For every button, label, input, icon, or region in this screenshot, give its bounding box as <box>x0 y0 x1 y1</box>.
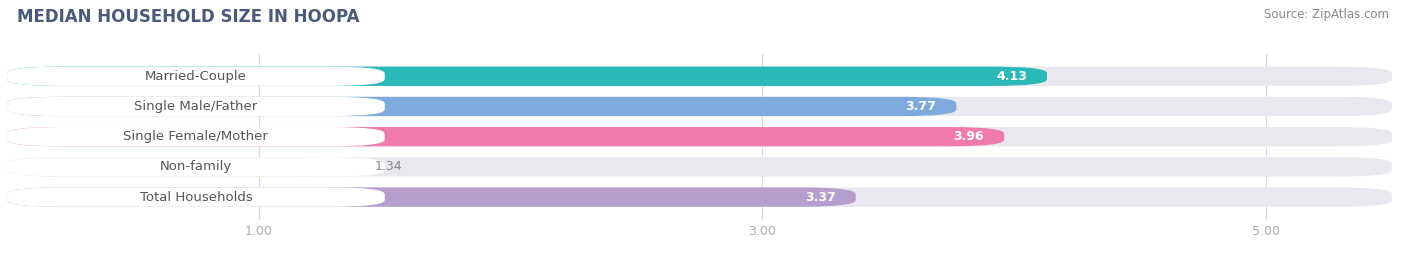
Text: Total Households: Total Households <box>139 191 252 204</box>
FancyBboxPatch shape <box>7 66 1392 86</box>
Text: 3.37: 3.37 <box>804 191 835 204</box>
FancyBboxPatch shape <box>7 157 1392 177</box>
Text: 3.77: 3.77 <box>905 100 936 113</box>
FancyBboxPatch shape <box>7 97 1392 116</box>
FancyBboxPatch shape <box>7 187 856 207</box>
Text: 3.96: 3.96 <box>953 130 984 143</box>
FancyBboxPatch shape <box>7 97 956 116</box>
FancyBboxPatch shape <box>7 187 385 207</box>
Text: Source: ZipAtlas.com: Source: ZipAtlas.com <box>1264 8 1389 21</box>
FancyBboxPatch shape <box>7 97 385 116</box>
Text: Single Male/Father: Single Male/Father <box>134 100 257 113</box>
Text: 4.13: 4.13 <box>995 70 1026 83</box>
FancyBboxPatch shape <box>7 66 385 86</box>
Text: Single Female/Mother: Single Female/Mother <box>124 130 269 143</box>
FancyBboxPatch shape <box>7 127 385 146</box>
FancyBboxPatch shape <box>7 187 1392 207</box>
FancyBboxPatch shape <box>7 127 1004 146</box>
FancyBboxPatch shape <box>7 157 385 177</box>
FancyBboxPatch shape <box>7 66 1047 86</box>
Text: 1.34: 1.34 <box>374 160 402 173</box>
Text: Married-Couple: Married-Couple <box>145 70 247 83</box>
Text: MEDIAN HOUSEHOLD SIZE IN HOOPA: MEDIAN HOUSEHOLD SIZE IN HOOPA <box>17 8 360 26</box>
Text: Non-family: Non-family <box>160 160 232 173</box>
FancyBboxPatch shape <box>7 157 344 177</box>
FancyBboxPatch shape <box>7 127 1392 146</box>
